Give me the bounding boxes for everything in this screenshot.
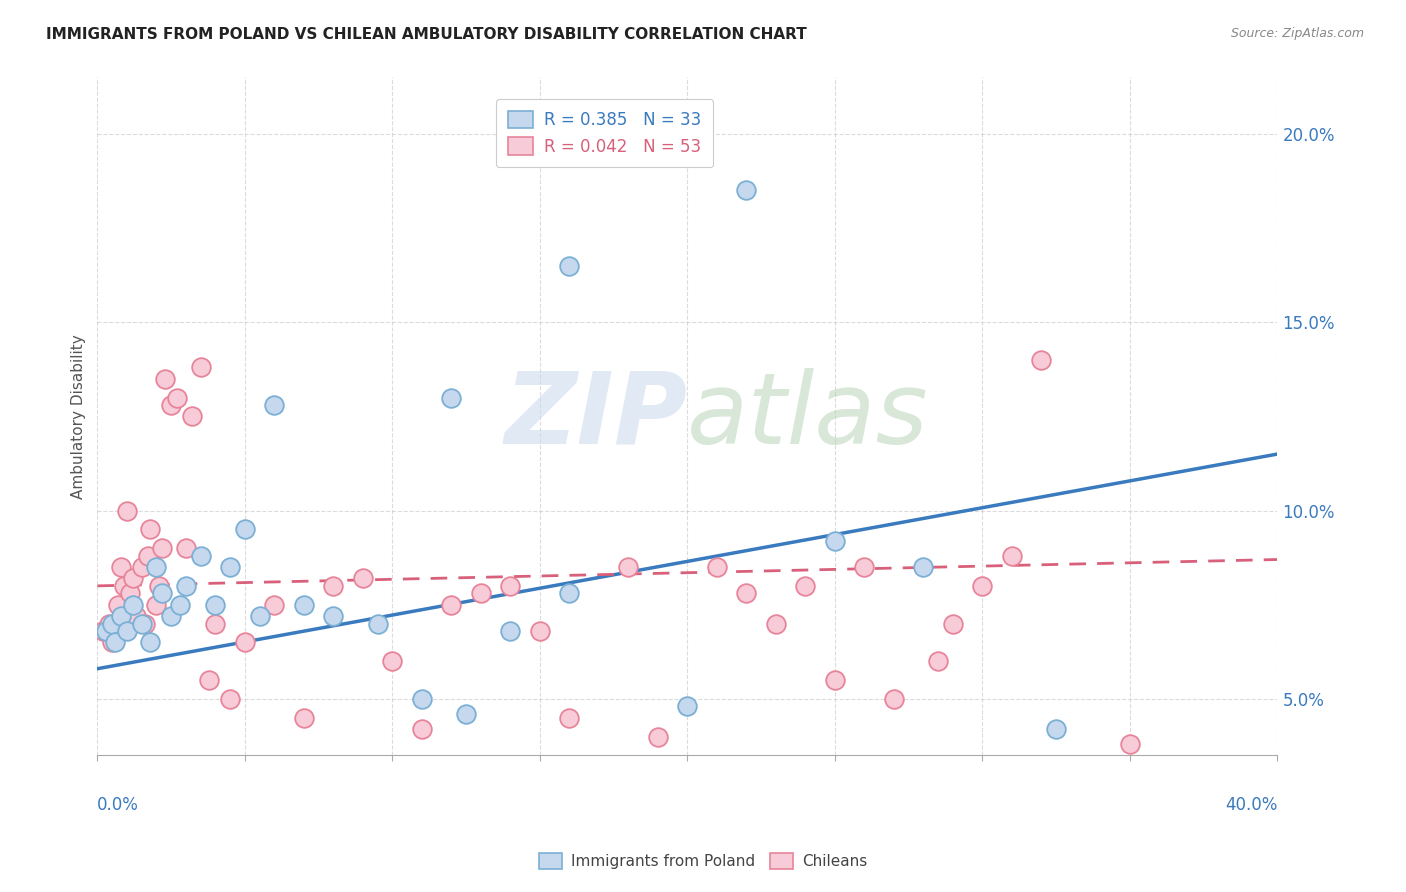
Point (96, 624, 118, 638)
Point (134, 616, 156, 631)
Point (145, 598, 167, 612)
Point (190, 549, 212, 563)
Point (706, 560, 728, 574)
Point (942, 616, 965, 631)
Point (292, 711, 315, 725)
Point (912, 560, 935, 574)
Point (219, 691, 242, 706)
Point (118, 586, 141, 600)
Point (121, 571, 143, 585)
Point (153, 372, 176, 386)
Point (499, 579, 522, 593)
Point (927, 654, 949, 668)
Point (112, 579, 135, 593)
Point (735, 183, 758, 197)
Point (352, 571, 374, 585)
Point (735, 586, 758, 600)
Point (322, 579, 344, 593)
Point (233, 522, 256, 536)
Point (150, 586, 173, 600)
Point (110, 609, 132, 624)
Point (139, 522, 162, 536)
Point (411, 722, 433, 736)
Point (1001, 549, 1024, 563)
Point (647, 730, 669, 744)
Point (91, 624, 114, 638)
Point (456, 706, 478, 721)
Text: atlas: atlas (688, 368, 929, 465)
Point (160, 609, 183, 624)
Point (219, 560, 242, 574)
Legend: Immigrants from Poland, Chileans: Immigrants from Poland, Chileans (533, 847, 873, 875)
Point (110, 560, 132, 574)
Point (1031, 352, 1053, 367)
Point (104, 635, 127, 649)
Point (139, 635, 162, 649)
Point (101, 635, 124, 649)
Point (972, 579, 994, 593)
Point (470, 586, 492, 600)
Point (263, 598, 285, 612)
Point (101, 616, 124, 631)
Text: 0.0%: 0.0% (97, 796, 139, 814)
Point (131, 616, 153, 631)
Point (204, 598, 226, 612)
Point (107, 598, 129, 612)
Point (160, 398, 183, 412)
Point (115, 624, 138, 638)
Point (411, 691, 433, 706)
Point (440, 598, 463, 612)
Point (322, 609, 344, 624)
Point (558, 259, 581, 273)
Point (121, 598, 143, 612)
Point (174, 541, 197, 556)
Point (558, 711, 581, 725)
Point (1119, 737, 1142, 751)
Point (824, 673, 846, 687)
Point (180, 409, 202, 424)
Point (765, 616, 787, 631)
Point (883, 691, 905, 706)
Point (145, 560, 167, 574)
Point (558, 586, 581, 600)
Point (204, 616, 226, 631)
Point (174, 579, 197, 593)
Text: ZIP: ZIP (505, 368, 688, 465)
Point (148, 579, 170, 593)
Point (190, 360, 212, 375)
Point (676, 699, 699, 714)
Point (98, 616, 121, 631)
Point (1045, 722, 1067, 736)
Y-axis label: Ambulatory Disability: Ambulatory Disability (72, 334, 86, 499)
Point (131, 560, 153, 574)
Point (115, 503, 138, 517)
Point (169, 598, 191, 612)
Point (136, 549, 159, 563)
Point (150, 541, 173, 556)
Point (166, 391, 188, 405)
Point (440, 391, 463, 405)
Point (292, 598, 315, 612)
Point (499, 624, 522, 638)
Text: Source: ZipAtlas.com: Source: ZipAtlas.com (1230, 27, 1364, 40)
Point (617, 560, 640, 574)
Point (263, 398, 285, 412)
Point (198, 673, 221, 687)
Text: IMMIGRANTS FROM POLAND VS CHILEAN AMBULATORY DISABILITY CORRELATION CHART: IMMIGRANTS FROM POLAND VS CHILEAN AMBULA… (46, 27, 807, 42)
Text: 40.0%: 40.0% (1225, 796, 1278, 814)
Point (853, 560, 876, 574)
Point (794, 579, 817, 593)
Legend: R = 0.385   N = 33, R = 0.042   N = 53: R = 0.385 N = 33, R = 0.042 N = 53 (496, 99, 713, 168)
Point (824, 533, 846, 548)
Point (233, 635, 256, 649)
Point (367, 616, 389, 631)
Point (125, 609, 148, 624)
Point (529, 624, 551, 638)
Point (381, 654, 404, 668)
Point (249, 609, 271, 624)
